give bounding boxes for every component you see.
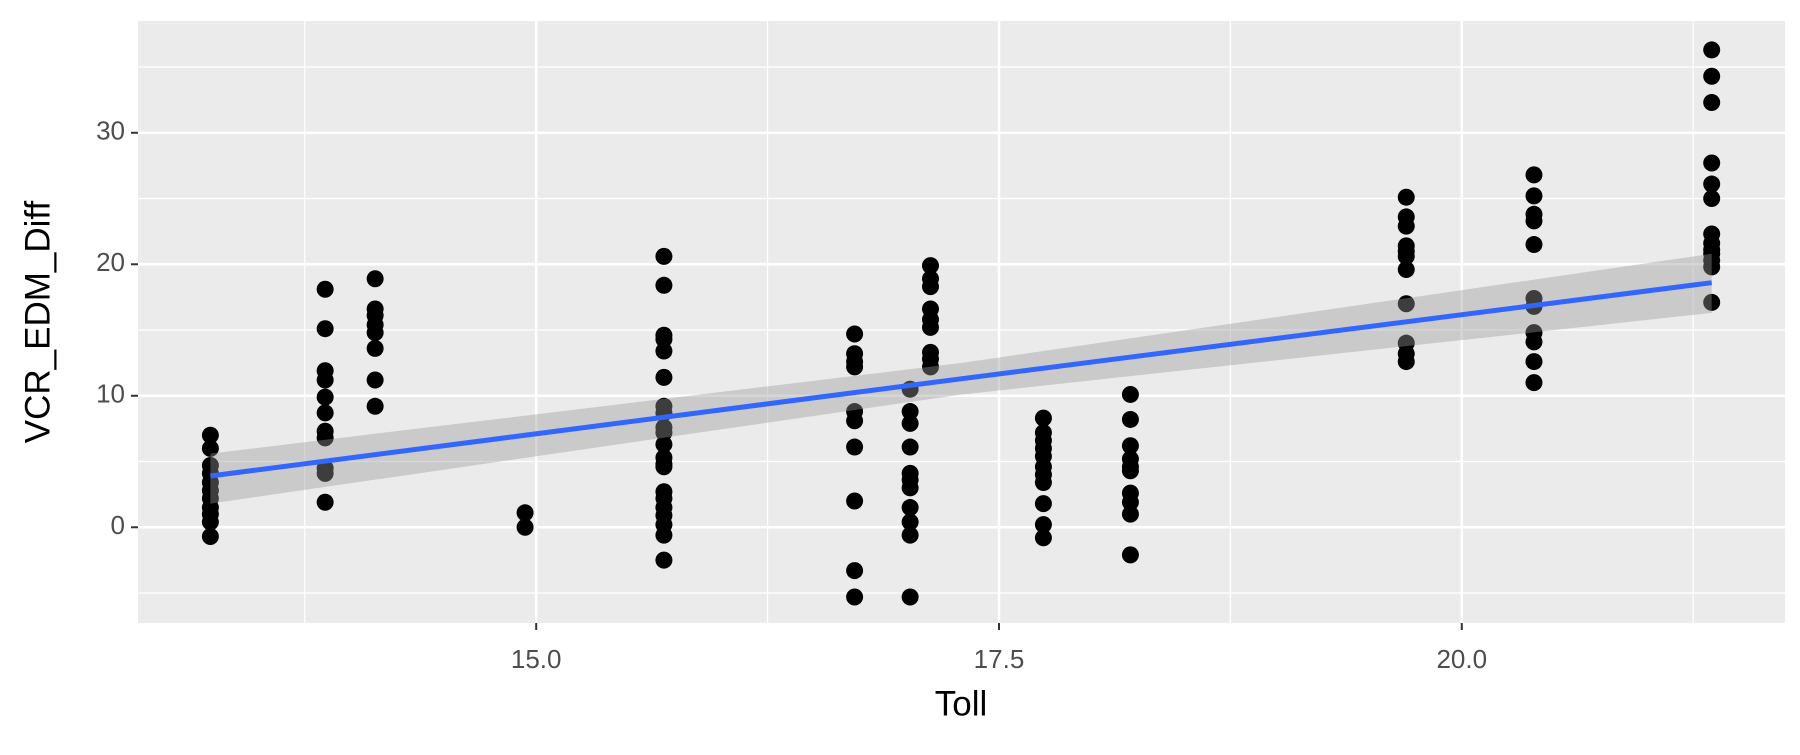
- point: [1397, 353, 1415, 371]
- point: [201, 439, 219, 457]
- point: [1525, 212, 1543, 230]
- point: [366, 324, 384, 342]
- point: [316, 429, 334, 447]
- point: [1397, 261, 1415, 279]
- point: [655, 247, 673, 265]
- point: [516, 518, 534, 536]
- point: [901, 588, 919, 606]
- y-tick-label: 0: [111, 510, 125, 540]
- point: [366, 270, 384, 288]
- point: [901, 414, 919, 432]
- point: [201, 426, 219, 444]
- point: [655, 368, 673, 386]
- point: [316, 371, 334, 389]
- point: [1397, 188, 1415, 206]
- point: [1034, 474, 1052, 492]
- point: [921, 318, 939, 336]
- point: [1703, 41, 1721, 59]
- point: [1034, 529, 1052, 547]
- point: [1703, 293, 1721, 311]
- point: [1525, 166, 1543, 184]
- point: [316, 464, 334, 482]
- point: [655, 424, 673, 442]
- point: [316, 320, 334, 338]
- point: [1121, 437, 1139, 455]
- point: [1121, 546, 1139, 564]
- point: [846, 412, 864, 430]
- regression-line: [210, 280, 1713, 479]
- point: [921, 358, 939, 376]
- point: [846, 438, 864, 456]
- point: [846, 562, 864, 580]
- point: [1525, 236, 1543, 254]
- point: [1121, 505, 1139, 523]
- point: [1525, 353, 1543, 371]
- y-tick-label: 20: [96, 247, 125, 277]
- point: [1703, 154, 1721, 172]
- point: [655, 435, 673, 453]
- point: [1121, 493, 1139, 511]
- point: [366, 397, 384, 415]
- y-axis-title: VCR_EDM_Diff: [18, 200, 57, 443]
- point: [846, 492, 864, 510]
- point: [1703, 258, 1721, 276]
- point: [901, 438, 919, 456]
- point: [846, 325, 864, 343]
- point: [316, 493, 334, 511]
- point: [201, 513, 219, 531]
- point: [1121, 462, 1139, 480]
- point: [1034, 495, 1052, 513]
- x-tick-label: 20.0: [1436, 644, 1487, 674]
- point: [1703, 175, 1721, 193]
- point: [1525, 333, 1543, 351]
- point: [921, 257, 939, 275]
- point: [846, 588, 864, 606]
- point: [901, 479, 919, 497]
- point: [1121, 410, 1139, 428]
- point: [516, 504, 534, 522]
- point: [1034, 516, 1052, 534]
- point: [1525, 187, 1543, 205]
- point: [921, 278, 939, 296]
- point: [655, 342, 673, 360]
- point: [1703, 94, 1721, 112]
- point: [1121, 385, 1139, 403]
- point: [901, 526, 919, 544]
- point: [655, 526, 673, 544]
- point: [901, 403, 919, 421]
- y-tick-label: 10: [96, 379, 125, 409]
- x-tick-label: 15.0: [511, 644, 562, 674]
- point: [1034, 409, 1052, 427]
- point: [1703, 190, 1721, 208]
- point: [316, 404, 334, 422]
- point: [655, 330, 673, 348]
- point: [1397, 295, 1415, 313]
- point: [846, 358, 864, 376]
- y-tick-label: 30: [96, 116, 125, 146]
- point: [316, 388, 334, 406]
- x-axis-title: Toll: [935, 684, 988, 723]
- point: [901, 513, 919, 531]
- point: [316, 280, 334, 298]
- point: [1397, 247, 1415, 265]
- point: [366, 371, 384, 389]
- point: [655, 276, 673, 294]
- point: [1703, 67, 1721, 85]
- panel-background: [138, 21, 1785, 623]
- point: [901, 499, 919, 517]
- point: [655, 551, 673, 569]
- x-tick-label: 17.5: [974, 644, 1025, 674]
- point: [201, 527, 219, 545]
- point: [1397, 217, 1415, 235]
- point: [655, 458, 673, 476]
- point: [1525, 374, 1543, 392]
- point: [366, 339, 384, 357]
